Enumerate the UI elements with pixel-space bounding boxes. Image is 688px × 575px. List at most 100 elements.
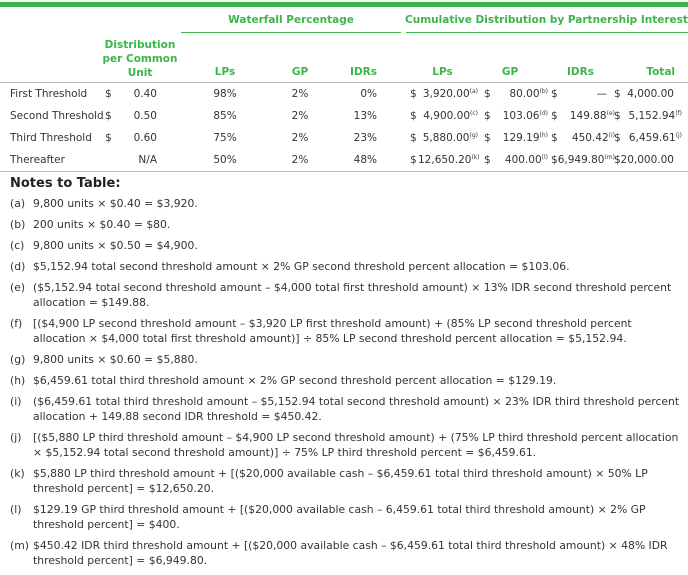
cell-tot-cur: $ — [614, 154, 624, 166]
cell-value: 4,900.00 — [423, 110, 471, 122]
cell-idr-amt: — — [557, 88, 608, 100]
cell-idr-pct: 23% — [330, 132, 377, 144]
cell-gp-amt: 80.00(b) — [490, 88, 548, 100]
footnote-ref: (h) — [539, 132, 548, 139]
note-item: (m) $450.42 IDR third threshold amount + … — [10, 538, 685, 568]
note-label: (i) — [10, 395, 22, 408]
cell-lp-cur: $ — [410, 154, 420, 166]
accent-bar — [0, 2, 688, 7]
note-item: (a) 9,800 units × $0.40 = $3,920. — [10, 196, 685, 211]
note-text: $5,880 LP third threshold amount + [($20… — [33, 467, 648, 495]
cell-value: 0.40 — [133, 88, 157, 100]
cell-value: 4,000.00 — [627, 88, 674, 100]
footnote-ref: (k) — [471, 154, 480, 161]
cell-value: $ — [614, 110, 621, 122]
cell-value: $ — [551, 132, 558, 144]
cell-lp-pct: 75% — [205, 132, 245, 144]
note-label: (h) — [10, 374, 26, 387]
col-header-line: Unit — [127, 67, 153, 79]
cell-value: 400.00 — [504, 154, 542, 166]
cell-dist: 0.50 — [115, 110, 157, 122]
cell-value: $ — [614, 154, 621, 166]
cell-gp-cur: $ — [484, 154, 494, 166]
note-item: (k) $5,880 LP third threshold amount + [(… — [10, 466, 685, 496]
cell-gp-cur: $ — [484, 132, 494, 144]
note-label: (m) — [10, 539, 29, 552]
col-header-idrs-amt: IDRs — [567, 66, 594, 78]
notes-list: (a) 9,800 units × $0.40 = $3,920. (b) 200 u… — [10, 196, 685, 574]
cell-lp-cur: $ — [410, 132, 420, 144]
cell-value: $ — [484, 132, 491, 144]
note-label: (a) — [10, 197, 26, 210]
footnote-ref: (a) — [469, 88, 478, 95]
cell-value: 50% — [213, 154, 237, 166]
note-item: (b) 200 units × $0.40 = $80. — [10, 217, 685, 232]
cell-value: 2% — [291, 88, 309, 100]
cell-tot-amt: 5,152.94(f) — [620, 110, 682, 122]
cell-value: $ — [105, 88, 112, 100]
note-text: 9,800 units × $0.50 = $4,900. — [33, 239, 198, 252]
cell-idr-cur: $ — [551, 110, 561, 122]
cell-gp-amt: 103.06(d) — [490, 110, 548, 122]
cell-cur: $ — [105, 132, 115, 144]
footnote-ref: (i) — [608, 132, 615, 139]
note-item: (j) [($5,880 LP third threshold amount – … — [10, 430, 685, 460]
cell-value: 450.42 — [571, 132, 609, 144]
col-header-lps-amt: LPs — [432, 66, 453, 78]
footnote-ref: (b) — [539, 88, 549, 95]
footnote-ref: (f) — [675, 110, 682, 117]
cell-label: First Threshold — [10, 88, 110, 100]
cell-value: 13% — [353, 110, 377, 122]
cell-value: N/A — [138, 154, 157, 166]
cell-value: $ — [410, 154, 417, 166]
cell-value: 12,650.20 — [418, 154, 472, 166]
note-label: (b) — [10, 218, 26, 231]
cell-lp-pct: 98% — [205, 88, 245, 100]
cell-value: 0.50 — [133, 110, 157, 122]
note-item: (l) $129.19 GP third threshold amount + [… — [10, 502, 685, 532]
cell-value: $ — [484, 88, 491, 100]
col-header-total: Total — [646, 66, 675, 78]
cell-value: $ — [551, 88, 558, 100]
footnote-ref: (e) — [606, 110, 615, 117]
cell-value: 2% — [291, 132, 309, 144]
cell-idr-cur: $ — [551, 154, 561, 166]
cell-value: 0.60 — [133, 132, 157, 144]
note-text: 9,800 units × $0.60 = $5,880. — [33, 353, 198, 366]
note-text: $129.19 GP third threshold amount + [($2… — [33, 503, 646, 531]
cell-value: — — [596, 88, 608, 100]
cell-idr-amt: 149.88(e) — [557, 110, 615, 122]
cell-value: $ — [614, 88, 621, 100]
col-header-line: per Common — [102, 53, 178, 65]
cell-label: Third Threshold — [10, 132, 110, 144]
cell-value: 48% — [353, 154, 377, 166]
cell-gp-cur: $ — [484, 110, 494, 122]
cell-idr-cur: $ — [551, 88, 561, 100]
cell-value: 75% — [213, 132, 237, 144]
note-item: (h) $6,459.61 total third threshold amoun… — [10, 373, 685, 388]
group-rule — [181, 32, 401, 33]
cell-value: First Threshold — [10, 88, 88, 100]
cell-value: 149.88 — [569, 110, 607, 122]
note-item: (d) $5,152.94 total second threshold amou… — [10, 259, 685, 274]
table-bottom-divider — [0, 171, 688, 172]
cell-value: $ — [410, 132, 417, 144]
note-text: ($5,152.94 total second threshold amount… — [33, 281, 672, 309]
note-label: (j) — [10, 431, 22, 444]
cell-value: 80.00 — [509, 88, 540, 100]
header-divider — [0, 82, 688, 83]
cell-value: 23% — [353, 132, 377, 144]
note-item: (f) [($4,900 LP second threshold amount –… — [10, 316, 685, 346]
cell-lp-cur: $ — [410, 88, 420, 100]
cell-lp-amt: 4,900.00(c) — [418, 110, 478, 122]
note-text: 9,800 units × $0.40 = $3,920. — [33, 197, 198, 210]
cell-value: $ — [410, 110, 417, 122]
cell-value: Thereafter — [10, 154, 65, 166]
note-label: (f) — [10, 317, 23, 330]
cell-lp-amt: 5,880.00(g) — [418, 132, 478, 144]
note-text: ($6,459.61 total third threshold amount … — [33, 395, 680, 423]
cell-value: $ — [105, 132, 112, 144]
cell-idr-pct: 48% — [330, 154, 377, 166]
col-header-lps-pct: LPs — [214, 66, 236, 78]
cell-value: 85% — [213, 110, 237, 122]
